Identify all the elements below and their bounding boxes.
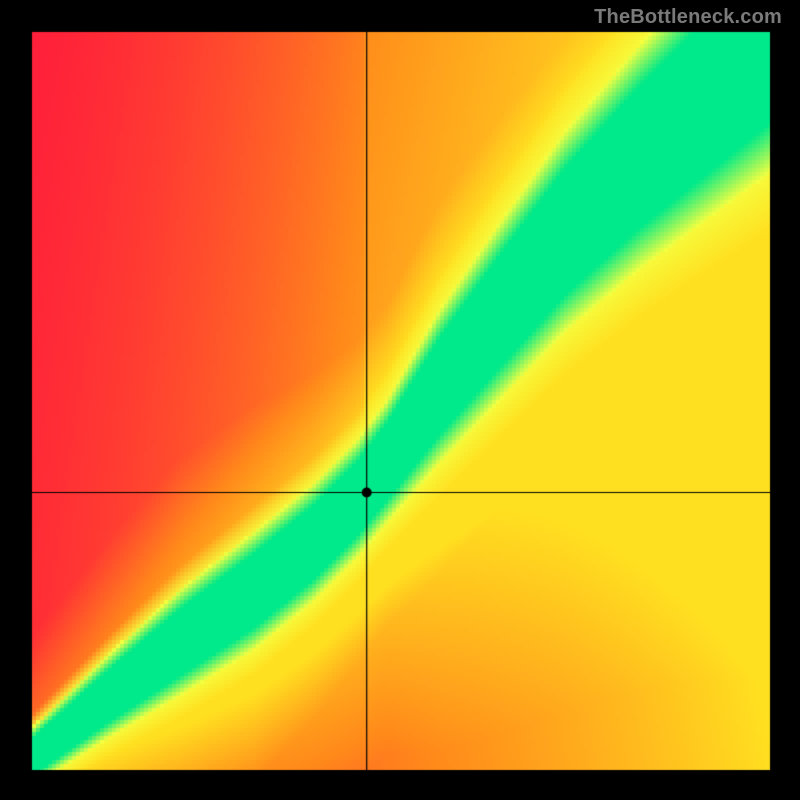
bottleneck-heatmap-canvas — [0, 0, 800, 800]
watermark-text: TheBottleneck.com — [594, 6, 782, 29]
chart-container: TheBottleneck.com — [0, 0, 800, 800]
